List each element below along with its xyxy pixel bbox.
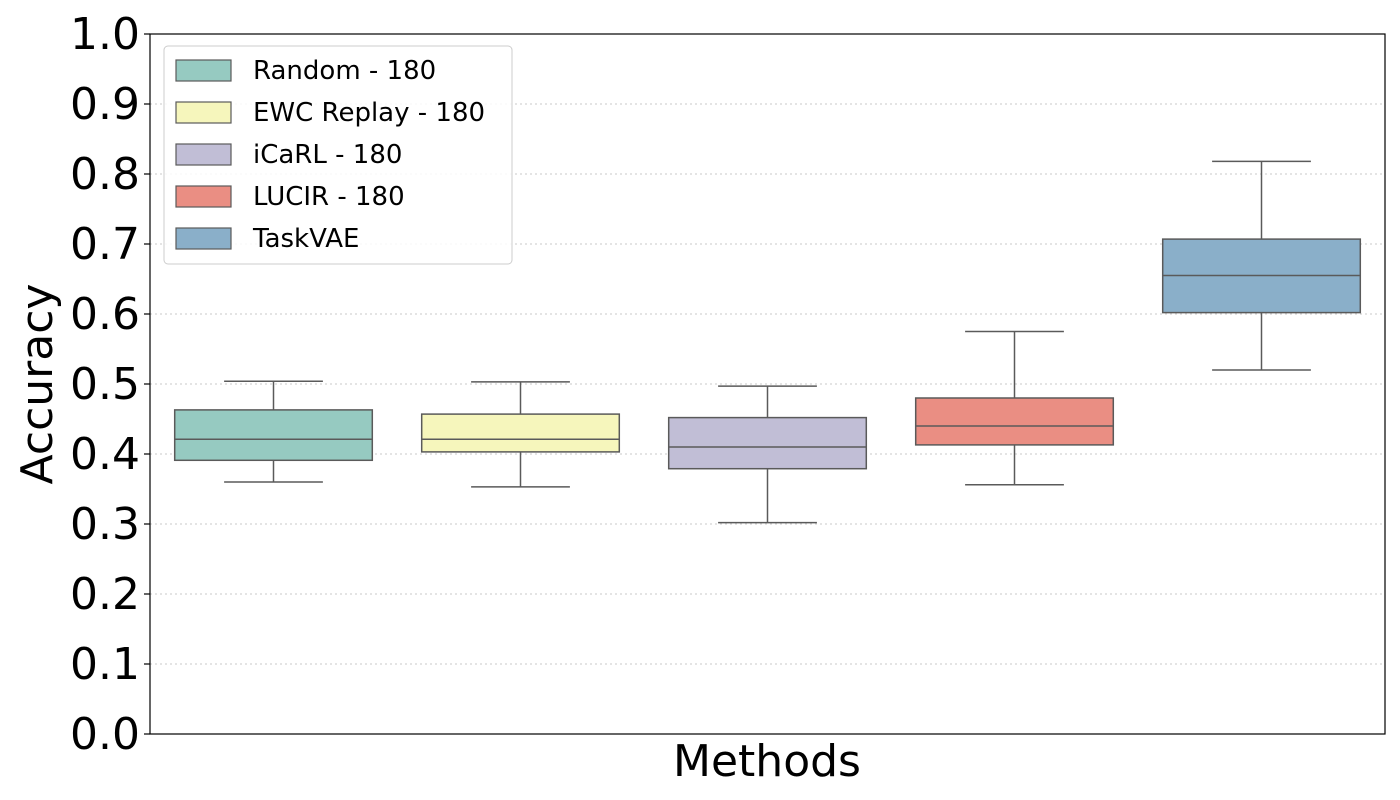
box-2	[420, 381, 621, 488]
legend-label: Random - 180	[253, 56, 436, 86]
legend-frame	[163, 45, 513, 265]
box-iqr	[914, 397, 1115, 446]
y-axis-ticks: 0.0 0.1 0.2 0.3 0.4 0.5 0.6 0.7 0.8 0.9 1.0	[70, 9, 150, 760]
y-tick-label: 0.8	[70, 149, 140, 200]
box-4	[914, 330, 1115, 486]
legend-swatch	[175, 185, 232, 208]
box-5	[1161, 160, 1362, 371]
y-tick-label: 0.6	[70, 289, 140, 340]
legend-label: iCaRL - 180	[253, 140, 402, 170]
x-axis-label: Methods	[673, 736, 861, 787]
y-tick-label: 0.7	[70, 219, 140, 270]
y-tick-label: 0.3	[70, 499, 140, 550]
box-1	[173, 380, 374, 483]
y-tick-label: 0.0	[70, 709, 140, 760]
legend-item: iCaRL - 180	[175, 140, 402, 170]
legend-item: EWC Replay - 180	[175, 98, 485, 128]
legend-label: TaskVAE	[252, 224, 359, 254]
box-iqr	[667, 416, 868, 470]
legend-item: TaskVAE	[175, 224, 359, 254]
legend-swatch	[175, 143, 232, 166]
y-tick-label: 0.4	[70, 429, 140, 480]
y-axis-label: Accuracy	[12, 284, 63, 485]
box-3	[667, 385, 868, 524]
legend-item: LUCIR - 180	[175, 182, 405, 212]
y-tick-label: 0.2	[70, 569, 140, 620]
box-iqr	[173, 409, 374, 462]
y-tick-label: 0.5	[70, 359, 140, 410]
box-iqr	[420, 413, 621, 453]
legend-swatch	[175, 59, 232, 82]
legend-label: LUCIR - 180	[253, 182, 405, 212]
legend-swatch	[175, 227, 232, 250]
y-tick-label: 0.9	[70, 79, 140, 130]
legend-label: EWC Replay - 180	[253, 98, 485, 128]
legend: Random - 180 EWC Replay - 180 iCaRL - 180 L…	[163, 45, 513, 265]
legend-item: Random - 180	[175, 56, 436, 86]
y-tick-label: 1.0	[70, 9, 140, 60]
box-plot-series	[173, 160, 1362, 524]
y-tick-label: 0.1	[70, 639, 140, 690]
legend-swatch	[175, 101, 232, 124]
